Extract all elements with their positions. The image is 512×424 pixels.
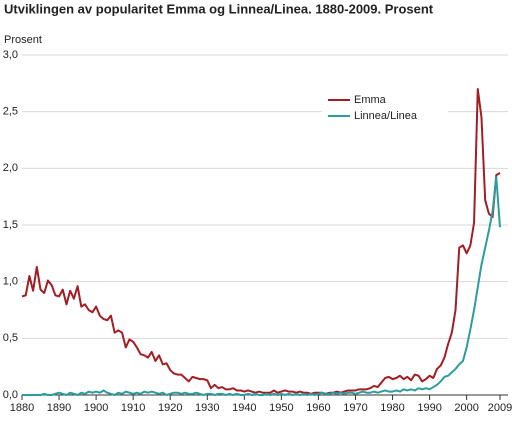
- legend: Emma Linnea/Linea: [322, 88, 448, 134]
- x-tick-label: 1940: [232, 402, 256, 414]
- y-tick-label: 0,0: [3, 389, 18, 401]
- y-tick-label: 1,5: [3, 219, 18, 231]
- y-tick-label: 1,0: [3, 276, 18, 288]
- x-tick-label: 1900: [84, 402, 108, 414]
- y-tick-label: 3,0: [3, 49, 18, 61]
- y-tick-label: 0,5: [3, 332, 18, 344]
- x-tick-label: 1980: [380, 402, 404, 414]
- x-tick-label: 1960: [306, 402, 330, 414]
- x-tick-label: 1910: [121, 402, 145, 414]
- y-tick-label: 2,5: [3, 106, 18, 118]
- x-tick-label: 1880: [10, 402, 34, 414]
- y-axis-label: Prosent: [4, 34, 42, 46]
- legend-box: [322, 88, 448, 134]
- x-tick-label: 1920: [158, 402, 182, 414]
- y-tick-label: 2,0: [3, 162, 18, 174]
- x-tick-label: 1970: [343, 402, 367, 414]
- legend-label: Linnea/Linea: [354, 110, 418, 122]
- x-tick-label: 1950: [269, 402, 293, 414]
- x-tick-label: 1990: [417, 402, 441, 414]
- x-tick-label: 1890: [47, 402, 71, 414]
- chart-title: Utviklingen av popularitet Emma og Linne…: [4, 1, 434, 16]
- legend-label: Emma: [354, 94, 387, 106]
- series-line: [22, 176, 501, 396]
- x-tick-label: 2000: [454, 402, 478, 414]
- series-line: [21, 88, 501, 395]
- x-tick-label: 1930: [195, 402, 219, 414]
- x-tick-label: 2009: [488, 402, 512, 414]
